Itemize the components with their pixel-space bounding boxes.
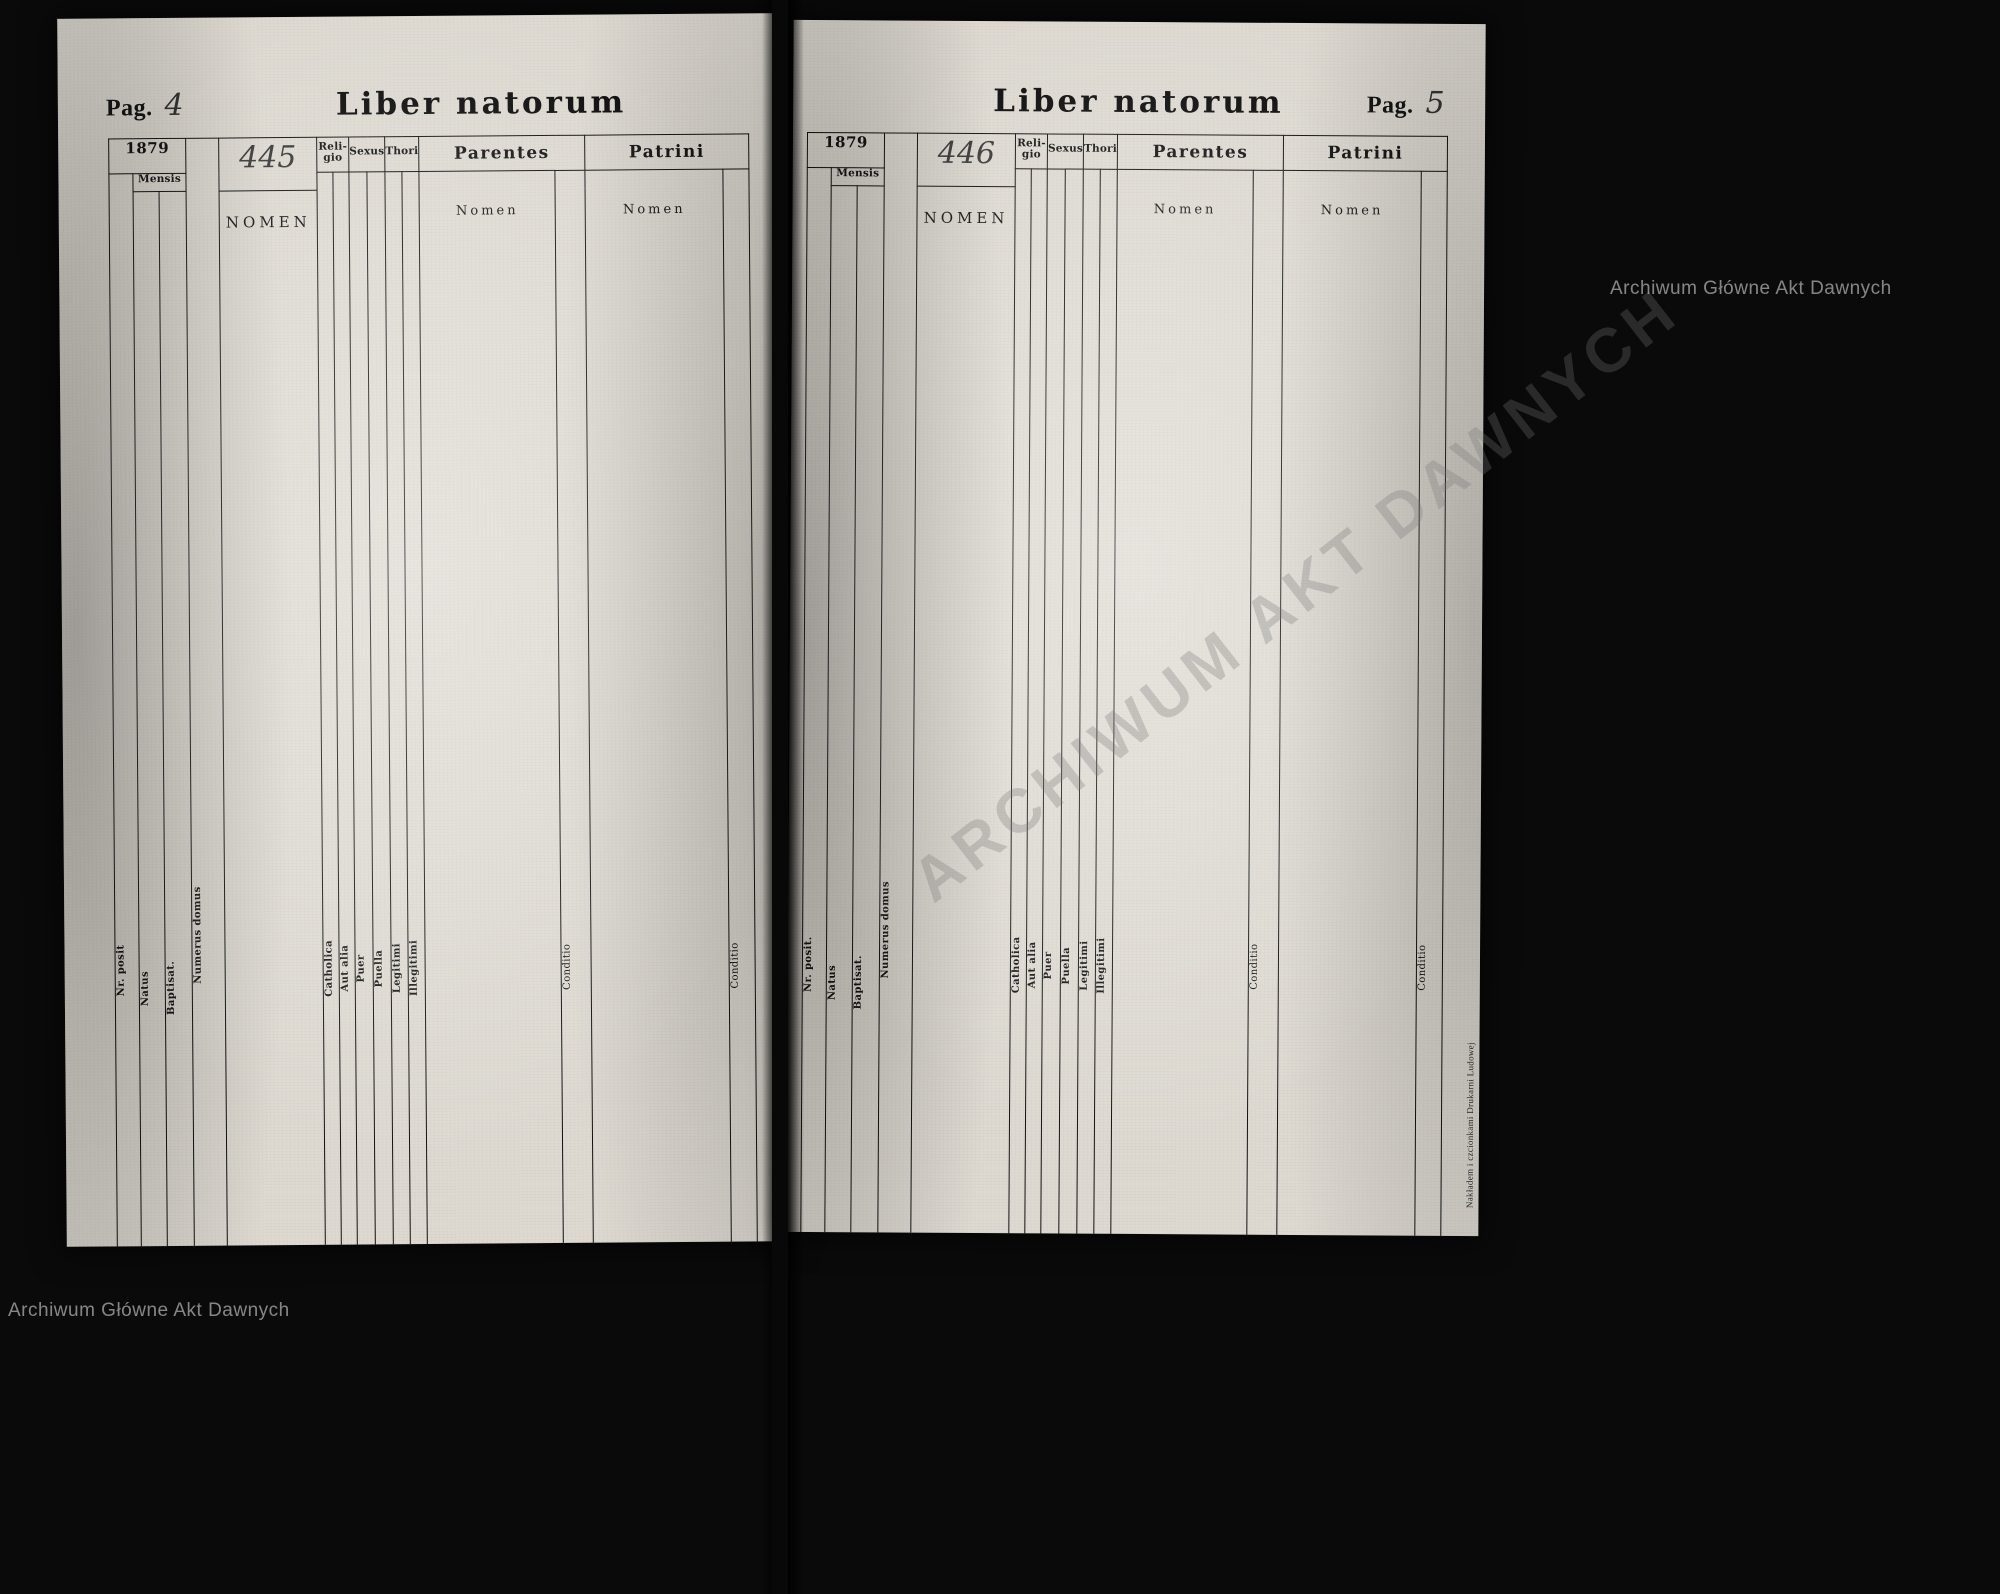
left-religio-header: Reli- gio <box>316 137 349 173</box>
left-parentes-nomen-header: Nomen <box>418 170 568 1247</box>
left-pag-value: 4 <box>164 87 185 123</box>
left-thori-header: Thori <box>384 136 419 172</box>
left-patrini-nomen-header: Nomen <box>584 169 736 1247</box>
right-patrini-nomen-header: Nomen <box>1273 170 1422 1237</box>
right-parentes-nomen-header: Nomen <box>1107 169 1254 1237</box>
book-spine <box>772 0 788 1594</box>
right-parentes-header: Parentes <box>1117 134 1284 171</box>
archive-strip-right: Archiwum Główne Akt Dawnych <box>1610 278 1892 299</box>
right-nomen-header: 446 <box>917 133 1016 187</box>
left-patrini-header: Patrini <box>584 133 749 171</box>
printer-imprint: Nakładem i czcionkami Drukarni Ludowej <box>1464 1042 1476 1209</box>
right-pag-label: Pag. <box>1366 92 1414 119</box>
left-parentes-header: Parentes <box>418 135 585 172</box>
left-book-title: Liber natorum <box>335 84 627 123</box>
right-pag-value: 5 <box>1425 85 1446 121</box>
right-religio-header: Reli- gio <box>1015 133 1048 169</box>
right-sexus-header: Sexus <box>1047 133 1084 170</box>
left-folio-number: 445 <box>239 139 297 176</box>
right-patrini-header: Patrini <box>1283 135 1448 172</box>
right-nomen-title: NOMEN <box>907 186 1016 1237</box>
right-page-number: Pag. 5 <box>1366 85 1446 121</box>
right-book-page: Pag. 5 Liber natorum 1879 Numerus do <box>786 19 1486 1237</box>
left-pag-label: Pag. <box>105 95 153 122</box>
left-page-number: Pag. 4 <box>105 87 185 124</box>
left-nomen-header: 445 <box>218 137 318 192</box>
left-register-table: 1879 Numerus domus 445 Reli- gio <box>108 133 771 1247</box>
left-book-page: Pag. 4 Liber natorum 1879 Numerus do <box>57 13 785 1247</box>
right-folio-number: 446 <box>937 135 996 172</box>
right-year-header: 1879 <box>807 132 885 168</box>
right-book-title: Liber natorum <box>993 83 1284 121</box>
left-nomen-title: NOMEN <box>219 190 330 1247</box>
right-mensis-header: Mensis <box>831 167 885 186</box>
left-mensis-header: Mensis <box>132 173 187 192</box>
right-thori-header: Thori <box>1083 134 1118 170</box>
left-year-header: 1879 <box>108 138 186 174</box>
archive-strip-left: Archiwum Główne Akt Dawnych <box>8 1300 290 1321</box>
right-register-table: 1879 Numerus domus 446 Reli- gio <box>789 132 1448 1237</box>
left-sexus-header: Sexus <box>348 136 385 173</box>
